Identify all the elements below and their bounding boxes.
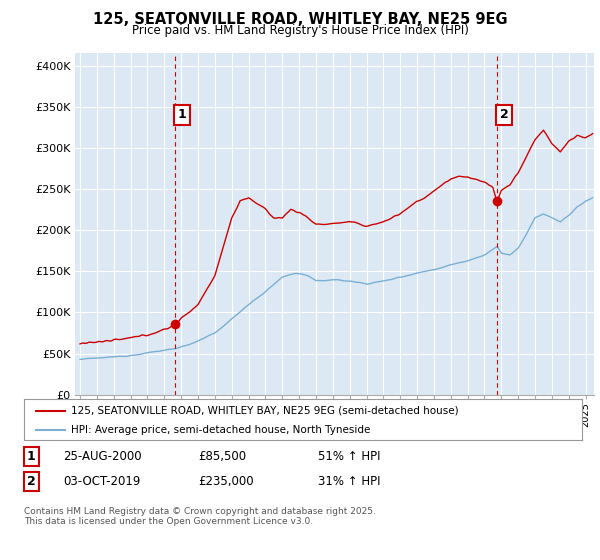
Text: HPI: Average price, semi-detached house, North Tyneside: HPI: Average price, semi-detached house,…	[71, 424, 371, 435]
Text: 2: 2	[500, 109, 508, 122]
Text: 25-AUG-2000: 25-AUG-2000	[63, 450, 142, 463]
Text: Price paid vs. HM Land Registry's House Price Index (HPI): Price paid vs. HM Land Registry's House …	[131, 24, 469, 37]
Text: £85,500: £85,500	[198, 450, 246, 463]
Text: 51% ↑ HPI: 51% ↑ HPI	[318, 450, 380, 463]
Text: 31% ↑ HPI: 31% ↑ HPI	[318, 475, 380, 488]
Text: 03-OCT-2019: 03-OCT-2019	[63, 475, 140, 488]
Text: 125, SEATONVILLE ROAD, WHITLEY BAY, NE25 9EG (semi-detached house): 125, SEATONVILLE ROAD, WHITLEY BAY, NE25…	[71, 405, 459, 416]
Text: £235,000: £235,000	[198, 475, 254, 488]
Text: 1: 1	[178, 109, 187, 122]
Text: Contains HM Land Registry data © Crown copyright and database right 2025.
This d: Contains HM Land Registry data © Crown c…	[24, 507, 376, 526]
Text: 2: 2	[27, 475, 36, 488]
Text: 1: 1	[27, 450, 36, 463]
Text: 125, SEATONVILLE ROAD, WHITLEY BAY, NE25 9EG: 125, SEATONVILLE ROAD, WHITLEY BAY, NE25…	[92, 12, 508, 27]
